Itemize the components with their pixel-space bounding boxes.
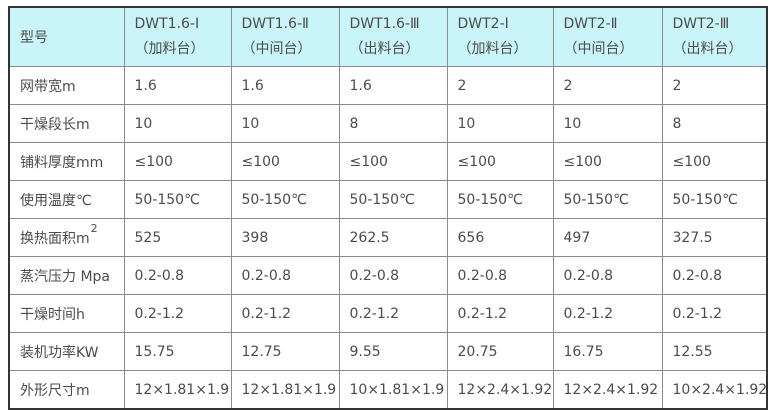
- column-header-station: （出料台）: [349, 41, 420, 57]
- spec-value-cell: 8: [338, 104, 448, 143]
- spec-value-cell: 0.2-1.2: [552, 294, 663, 333]
- row-label: 网带宽m: [8, 66, 125, 105]
- spec-value-cell: 0.2-1.2: [338, 294, 448, 333]
- spec-value-cell: 8: [661, 104, 768, 143]
- table-row: 铺料厚度mm ≤100 ≤100 ≤100 ≤100 ≤100 ≤100: [8, 142, 768, 181]
- spec-value-cell: ≤100: [552, 142, 663, 181]
- row-label: 换热面积m2: [8, 218, 125, 257]
- spec-value-cell: ≤100: [661, 142, 768, 181]
- spec-value-cell: 398: [230, 218, 340, 257]
- row-label: 装机功率KW: [8, 332, 125, 371]
- column-header-model: DWT1.6-Ⅰ: [134, 16, 200, 32]
- spec-value-cell: ≤100: [338, 142, 448, 181]
- spec-value-cell: 2: [661, 66, 768, 105]
- column-header: DWT2-Ⅰ （加料台）: [446, 6, 554, 67]
- table-row: 干燥时间h 0.2-1.2 0.2-1.2 0.2-1.2 0.2-1.2 0.2-1.2…: [8, 294, 768, 333]
- spec-value-cell: 1.6: [230, 66, 340, 105]
- spec-value-cell: 2: [552, 66, 663, 105]
- spec-value-cell: 50-150℃: [446, 180, 554, 219]
- spec-value-cell: 10×1.81×1.9: [338, 370, 448, 410]
- spec-value-cell: 497: [552, 218, 663, 257]
- table-row: 干燥段长m 10 10 8 10 10 8: [8, 104, 768, 143]
- spec-value-cell: 0.2-0.8: [552, 256, 663, 295]
- spec-value-cell: 50-150℃: [661, 180, 768, 219]
- spec-value-cell: 10: [552, 104, 663, 143]
- spec-value-cell: 0.2-0.8: [123, 256, 232, 295]
- spec-value-cell: 327.5: [661, 218, 768, 257]
- spec-value-cell: 0.2-1.2: [661, 294, 768, 333]
- corner-header-model-label: 型号: [8, 6, 125, 67]
- table-row: 网带宽m 1.6 1.6 1.6 2 2 2: [8, 66, 768, 105]
- row-label-superscript: 2: [90, 221, 98, 235]
- spec-value-cell: 0.2-1.2: [123, 294, 232, 333]
- spec-value-cell: 50-150℃: [338, 180, 448, 219]
- spec-value-cell: 12×2.4×1.92: [446, 370, 554, 410]
- header-row: 型号 DWT1.6-Ⅰ （加料台） DWT1.6-Ⅱ （中间台） DWT1.6-Ⅲ （出料…: [8, 6, 768, 67]
- column-header-model: DWT2-Ⅰ: [457, 16, 509, 32]
- table-row: 装机功率KW 15.75 12.75 9.55 20.75 16.75 12.55: [8, 332, 768, 371]
- product-spec-table: 型号 DWT1.6-Ⅰ （加料台） DWT1.6-Ⅱ （中间台） DWT1.6-Ⅲ （出料…: [8, 6, 768, 410]
- spec-value-cell: 1.6: [338, 66, 448, 105]
- row-label: 干燥段长m: [8, 104, 125, 143]
- spec-value-cell: 16.75: [552, 332, 663, 371]
- spec-value-cell: 10: [230, 104, 340, 143]
- spec-table-body: 网带宽m 1.6 1.6 1.6 2 2 2 干燥段长m 10 10 8 10 10 8 铺料厚度mm ≤10…: [8, 66, 768, 410]
- spec-value-cell: 50-150℃: [123, 180, 232, 219]
- spec-value-cell: 0.2-0.8: [446, 256, 554, 295]
- column-header-model: DWT2-Ⅲ: [672, 16, 730, 32]
- column-header: DWT1.6-Ⅱ （中间台）: [230, 6, 340, 67]
- column-header-model: DWT1.6-Ⅲ: [349, 16, 420, 32]
- spec-value-cell: 9.55: [338, 332, 448, 371]
- spec-value-cell: 525: [123, 218, 232, 257]
- column-header-station: （加料台）: [457, 41, 528, 57]
- column-header-station: （加料台）: [134, 41, 205, 57]
- table-row: 蒸汽压力 Mpa 0.2-0.8 0.2-0.8 0.2-0.8 0.2-0.8 0.2-…: [8, 256, 768, 295]
- spec-value-cell: ≤100: [230, 142, 340, 181]
- spec-value-cell: 12×1.81×1.9: [230, 370, 340, 410]
- table-row: 外形尺寸m 12×1.81×1.9 12×1.81×1.9 10×1.81×1.9 12…: [8, 370, 768, 410]
- row-label: 使用温度℃: [8, 180, 125, 219]
- column-header-station: （中间台）: [563, 41, 634, 57]
- spec-value-cell: 10: [123, 104, 232, 143]
- spec-value-cell: 0.2-1.2: [230, 294, 340, 333]
- spec-value-cell: 50-150℃: [552, 180, 663, 219]
- column-header-station: （中间台）: [241, 41, 312, 57]
- row-label: 铺料厚度mm: [8, 142, 125, 181]
- spec-value-cell: 10×2.4×1.92: [661, 370, 768, 410]
- column-header-model: DWT2-Ⅱ: [563, 16, 618, 32]
- spec-value-cell: 10: [446, 104, 554, 143]
- table-row: 使用温度℃ 50-150℃ 50-150℃ 50-150℃ 50-150℃ 50-150℃…: [8, 180, 768, 219]
- table-row: 换热面积m2 525 398 262.5 656 497 327.5: [8, 218, 768, 257]
- row-label: 外形尺寸m: [8, 370, 125, 410]
- row-label: 蒸汽压力 Mpa: [8, 256, 125, 295]
- spec-value-cell: 0.2-1.2: [446, 294, 554, 333]
- column-header: DWT1.6-Ⅲ （出料台）: [338, 6, 448, 67]
- spec-value-cell: 12×2.4×1.92: [552, 370, 663, 410]
- spec-value-cell: ≤100: [446, 142, 554, 181]
- spec-value-cell: 262.5: [338, 218, 448, 257]
- spec-value-cell: 0.2-0.8: [338, 256, 448, 295]
- spec-value-cell: 1.6: [123, 66, 232, 105]
- column-header: DWT1.6-Ⅰ （加料台）: [123, 6, 232, 67]
- column-header-station: （出料台）: [672, 41, 743, 57]
- spec-value-cell: 12.55: [661, 332, 768, 371]
- column-header: DWT2-Ⅲ （出料台）: [661, 6, 768, 67]
- column-header-model: DWT1.6-Ⅱ: [241, 16, 309, 32]
- spec-value-cell: ≤100: [123, 142, 232, 181]
- column-header: DWT2-Ⅱ （中间台）: [552, 6, 663, 67]
- spec-value-cell: 0.2-0.8: [230, 256, 340, 295]
- spec-value-cell: 0.2-0.8: [661, 256, 768, 295]
- spec-value-cell: 12×1.81×1.9: [123, 370, 232, 410]
- spec-value-cell: 50-150℃: [230, 180, 340, 219]
- spec-value-cell: 2: [446, 66, 554, 105]
- spec-value-cell: 12.75: [230, 332, 340, 371]
- spec-value-cell: 15.75: [123, 332, 232, 371]
- row-label: 干燥时间h: [8, 294, 125, 333]
- spec-value-cell: 20.75: [446, 332, 554, 371]
- spec-value-cell: 656: [446, 218, 554, 257]
